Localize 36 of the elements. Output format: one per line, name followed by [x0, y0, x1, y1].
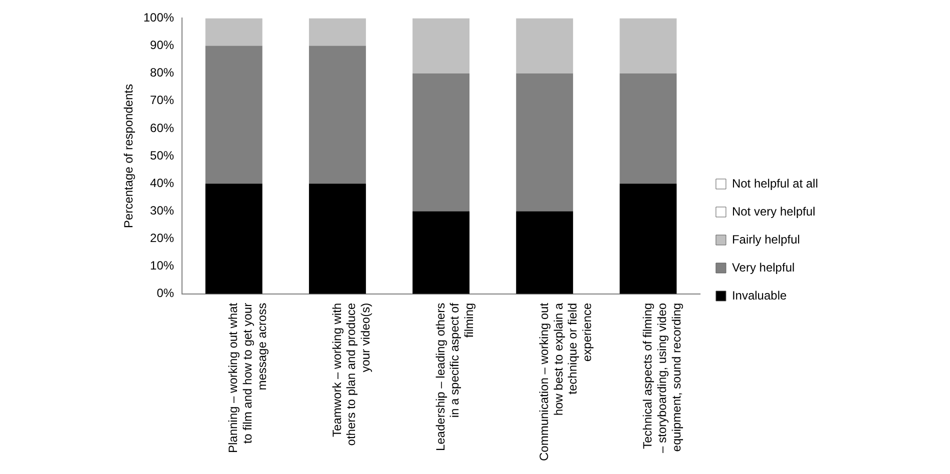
y-tick-label: 100% [143, 10, 174, 25]
bar [412, 18, 470, 74]
bar [308, 46, 366, 184]
x-tick-label: Teamwork – working with others to plan and produce your video(s) [330, 302, 373, 446]
bar [516, 18, 574, 74]
bar [205, 46, 262, 184]
bar [308, 18, 366, 46]
legend-label: Not helpful at all [732, 176, 818, 190]
bar [620, 18, 677, 74]
bar [308, 184, 366, 294]
legend-label: Fairly helpful [732, 232, 800, 246]
y-tick-label: 70% [150, 93, 174, 108]
y-tick-label: 40% [150, 176, 174, 190]
legend-label: Very helpful [732, 260, 795, 274]
y-tick-label: 0% [156, 286, 174, 300]
y-tick-label: 20% [150, 231, 174, 246]
bar [412, 73, 470, 212]
legend-label: Not very helpful [732, 204, 816, 218]
legend-label: Invaluable [732, 288, 787, 302]
bar [516, 73, 574, 212]
bar [620, 73, 677, 184]
x-tick-label: Planning – working out what to film and how to get your message across [226, 302, 269, 454]
bar [620, 184, 677, 294]
x-tick-label: Communication – working out how best to explain a technique or field experience [536, 302, 594, 462]
y-tick-label: 10% [150, 258, 174, 273]
y-tick-label: 60% [150, 120, 174, 135]
x-tick-label: Leadership – leading others in a specific aspect of filming [433, 302, 476, 452]
y-tick-label: 30% [150, 204, 174, 218]
bar [205, 18, 262, 46]
bar [205, 184, 262, 294]
y-axis-title: Percentage of respondents [122, 84, 136, 228]
bar [412, 211, 470, 294]
y-tick-label: 90% [150, 38, 174, 52]
y-tick-label: 80% [150, 66, 174, 80]
bar [516, 211, 574, 294]
y-tick-label: 50% [150, 148, 174, 162]
